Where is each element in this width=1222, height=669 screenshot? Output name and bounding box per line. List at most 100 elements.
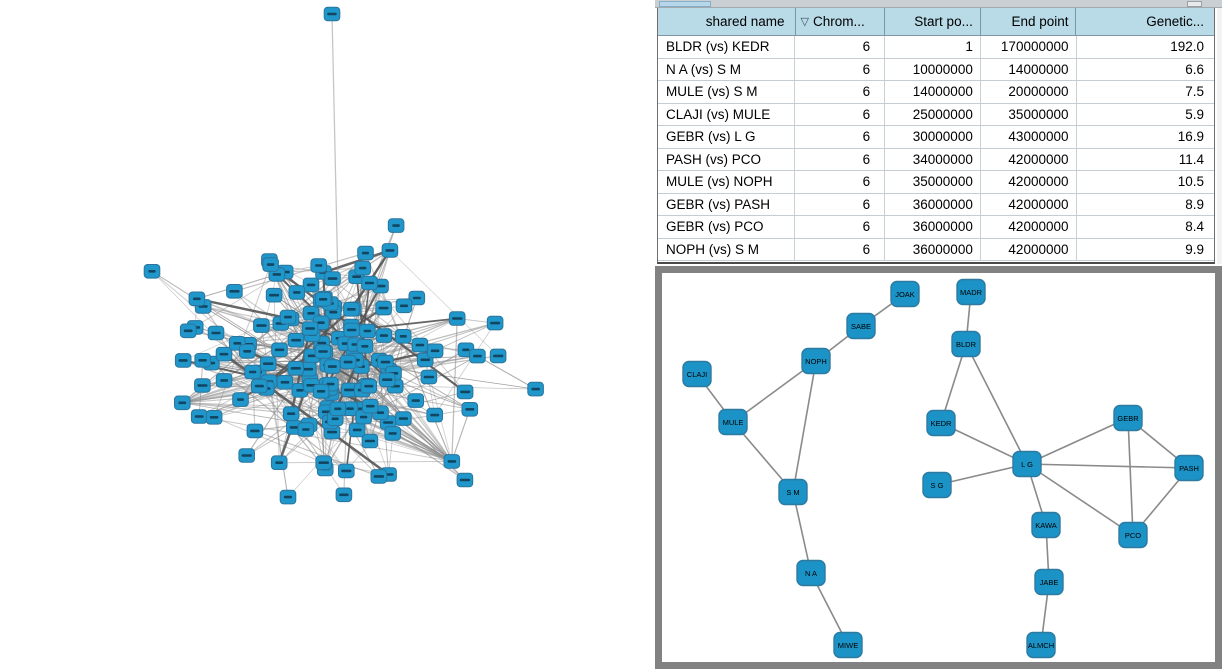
network-node[interactable] <box>343 301 360 317</box>
network-node-JOAK[interactable]: JOAK <box>890 280 920 308</box>
table-row[interactable]: N A (vs) S M 6 10000000 14000000 6.6 <box>658 58 1214 81</box>
network-node-N-A[interactable]: N A <box>796 559 826 587</box>
network-node[interactable] <box>194 352 211 368</box>
network-node[interactable] <box>143 263 161 279</box>
network-node[interactable] <box>253 318 270 333</box>
network-node-MULE[interactable]: MULE <box>718 408 748 436</box>
network-node[interactable] <box>426 343 444 359</box>
network-node[interactable] <box>302 277 320 293</box>
network-node[interactable] <box>282 406 300 422</box>
network-edge-S-G-L-G[interactable] <box>936 463 1028 486</box>
network-node[interactable] <box>359 323 376 339</box>
network-node[interactable] <box>310 258 328 273</box>
network-node[interactable] <box>301 321 319 336</box>
network-node[interactable] <box>469 348 486 364</box>
network-node-GEBR[interactable]: GEBR <box>1113 404 1143 432</box>
network-node[interactable] <box>324 271 341 286</box>
network-node[interactable] <box>395 298 413 314</box>
network-node[interactable] <box>486 315 504 331</box>
network-node[interactable] <box>377 354 394 370</box>
network-node[interactable] <box>226 283 243 299</box>
network-node[interactable] <box>270 455 288 471</box>
network-node[interactable] <box>279 309 297 325</box>
network-node[interactable] <box>348 422 366 438</box>
filtered-network-view[interactable]: JOAK MADR SABE BLDR NOPH CLAJI KEDR GEBR MULE L G… <box>662 273 1215 662</box>
network-node[interactable] <box>489 348 507 364</box>
table-row[interactable]: GEBR (vs) L G 6 30000000 43000000 16.9 <box>658 126 1214 149</box>
network-node[interactable] <box>387 218 405 233</box>
table-row[interactable]: NOPH (vs) S M 6 36000000 42000000 9.9 <box>658 238 1214 261</box>
network-node[interactable] <box>378 372 396 388</box>
network-node[interactable] <box>265 287 283 303</box>
table-row[interactable]: CLAJI (vs) MULE 6 25000000 35000000 5.9 <box>658 103 1214 126</box>
network-node[interactable] <box>407 393 425 408</box>
network-edge-S-M-N-A[interactable] <box>792 491 812 574</box>
network-node-PCO[interactable]: PCO <box>1118 521 1148 549</box>
network-node[interactable] <box>244 364 261 380</box>
network-node[interactable] <box>340 382 358 398</box>
table-row[interactable]: GEBR (vs) PASH 6 36000000 42000000 8.9 <box>658 193 1214 216</box>
network-node[interactable] <box>408 290 426 306</box>
table-row[interactable]: MULE (vs) NOPH 6 35000000 42000000 10.5 <box>658 171 1214 194</box>
network-edge-MULE-NOPH[interactable] <box>732 360 817 423</box>
network-node[interactable] <box>384 426 402 441</box>
network-node[interactable] <box>279 489 297 505</box>
network-node[interactable] <box>375 328 393 343</box>
network-node[interactable] <box>302 305 320 321</box>
network-node[interactable] <box>312 383 330 399</box>
network-edge-L-G-PASH[interactable] <box>1026 463 1190 469</box>
network-node[interactable] <box>297 422 315 437</box>
network-node[interactable] <box>443 454 461 469</box>
network-node[interactable] <box>287 360 305 376</box>
network-node[interactable] <box>323 359 341 374</box>
network-node[interactable] <box>456 384 474 400</box>
network-node[interactable] <box>337 463 355 479</box>
network-node[interactable] <box>239 343 256 359</box>
network-node-S-M[interactable]: S M <box>778 478 808 506</box>
network-node[interactable] <box>361 275 378 291</box>
network-node[interactable] <box>360 378 378 394</box>
table-vertical-scrollbar-track[interactable] <box>1217 8 1222 264</box>
network-node[interactable] <box>335 487 353 503</box>
column-header-start-position[interactable]: Start po... <box>885 8 981 35</box>
network-node[interactable] <box>207 325 225 341</box>
network-node[interactable] <box>527 381 544 397</box>
network-node[interactable] <box>276 374 294 390</box>
column-header-shared-name[interactable]: shared name <box>658 8 796 35</box>
network-node[interactable] <box>190 409 208 424</box>
network-node[interactable] <box>188 291 206 307</box>
network-node-BLDR[interactable]: BLDR <box>951 330 981 358</box>
network-node[interactable] <box>357 245 374 261</box>
network-node[interactable] <box>420 369 438 385</box>
network-node[interactable] <box>426 407 444 423</box>
network-edge-BLDR-L-G[interactable] <box>965 343 1028 465</box>
network-node[interactable] <box>250 378 268 394</box>
network-node[interactable] <box>215 346 233 362</box>
network-node[interactable] <box>461 401 479 417</box>
network-node-KEDR[interactable]: KEDR <box>926 409 956 437</box>
network-node[interactable] <box>411 337 429 353</box>
network-edge-L-G-GEBR[interactable] <box>1026 417 1129 465</box>
network-node-PASH[interactable]: PASH <box>1174 454 1204 482</box>
table-horizontal-scrollbar[interactable] <box>655 0 1222 8</box>
column-header-end-point[interactable]: End point <box>981 8 1077 35</box>
table-row[interactable]: GEBR (vs) PCO 6 36000000 42000000 8.4 <box>658 216 1214 239</box>
network-node[interactable] <box>271 342 288 358</box>
network-edge-GEBR-PCO[interactable] <box>1127 417 1134 536</box>
network-node-NOPH[interactable]: NOPH <box>801 347 831 375</box>
network-node[interactable] <box>314 344 332 359</box>
network-node[interactable] <box>259 356 277 372</box>
network-node[interactable] <box>394 328 412 344</box>
network-node[interactable] <box>361 433 379 449</box>
network-node[interactable] <box>448 311 466 326</box>
network-node[interactable] <box>354 260 372 276</box>
network-node[interactable] <box>179 323 197 339</box>
network-node-JABE[interactable]: JABE <box>1034 568 1064 596</box>
network-node[interactable] <box>343 322 361 338</box>
network-node[interactable] <box>375 300 392 316</box>
network-node[interactable] <box>323 6 341 22</box>
network-node[interactable] <box>315 455 333 471</box>
table-row[interactable]: MULE (vs) S M 6 14000000 20000000 7.5 <box>658 81 1214 104</box>
network-node[interactable] <box>361 398 379 414</box>
network-node[interactable] <box>246 423 264 439</box>
